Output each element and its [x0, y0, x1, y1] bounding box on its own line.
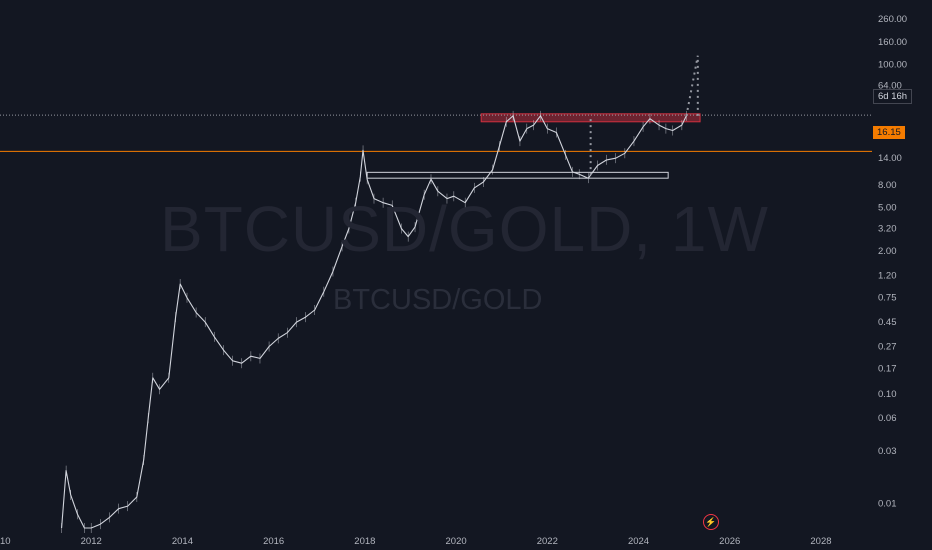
- last-price-tag: 16.15: [873, 126, 905, 139]
- y-tick-label-18: 0.01: [878, 499, 897, 510]
- x-tick-label-9: 2028: [810, 536, 831, 547]
- y-tick-label-8: 3.20: [878, 224, 897, 235]
- y-tick-label-9: 2.00: [878, 246, 897, 257]
- y-tick-label-12: 0.45: [878, 317, 897, 328]
- x-tick-label-4: 2018: [354, 536, 375, 547]
- y-tick-label-1: 160.00: [878, 37, 907, 48]
- price-series: [61, 110, 687, 533]
- y-tick-label-6: 8.00: [878, 180, 897, 191]
- symbol-watermark: BTCUSD/GOLD, 1W: [160, 193, 769, 265]
- x-tick-label-5: 2020: [446, 536, 467, 547]
- x-tick-label-3: 2016: [263, 536, 284, 547]
- y-tick-label-14: 0.17: [878, 364, 897, 375]
- y-tick-label-17: 0.03: [878, 446, 897, 457]
- y-tick-label-11: 0.75: [878, 293, 897, 304]
- x-tick-label-6: 2022: [537, 536, 558, 547]
- zone-0: [480, 113, 701, 123]
- x-axis: 2010 2012 2014 2016 2018 2020 2022 2024 2026 2028: [0, 536, 832, 547]
- y-tick-label-15: 0.10: [878, 389, 897, 400]
- y-tick-label-10: 1.20: [878, 270, 897, 281]
- y-tick-label-13: 0.27: [878, 341, 897, 352]
- x-tick-label-8: 2026: [719, 536, 740, 547]
- y-axis: 260.00160.00100.0064.0023.0014.008.005.0…: [878, 14, 907, 510]
- y-tick-label-3: 64.00: [878, 81, 902, 92]
- bar-countdown-tag: 6d 16h: [873, 89, 913, 104]
- x-tick-label-0: 2010: [0, 536, 11, 547]
- y-tick-label-0: 260.00: [878, 14, 907, 25]
- x-tick-label-7: 2024: [628, 536, 649, 547]
- x-tick-label-2: 2014: [172, 536, 193, 547]
- zone-1: [366, 171, 669, 179]
- symbol-subtitle-watermark: BTCUSD/GOLD: [333, 284, 543, 316]
- series-line-0: [61, 115, 687, 529]
- projection-line: [685, 55, 699, 117]
- y-tick-label-7: 5.00: [878, 202, 897, 213]
- x-tick-label-1: 2012: [81, 536, 102, 547]
- y-tick-label-2: 100.00: [878, 59, 907, 70]
- y-tick-label-5: 14.00: [878, 153, 902, 164]
- horizontal-lines: [0, 114, 872, 152]
- lightning-icon[interactable]: ⚡: [703, 514, 719, 530]
- y-tick-label-16: 0.06: [878, 413, 897, 424]
- projection-layer: [589, 55, 699, 176]
